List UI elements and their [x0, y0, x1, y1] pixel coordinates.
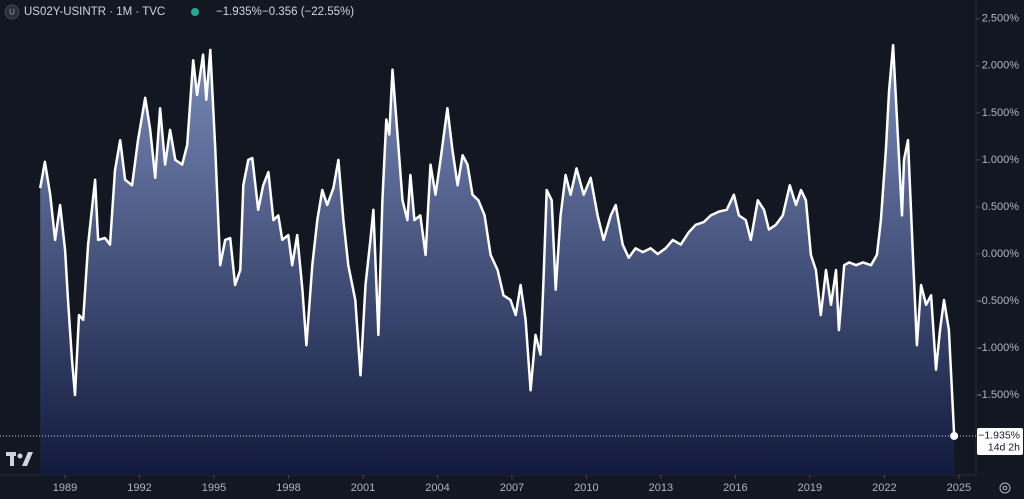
price-tag-value: −1.935%	[978, 430, 1020, 442]
symbol-title[interactable]: US02Y-USINTR · 1M · TVC	[24, 6, 165, 18]
market-status[interactable]	[191, 8, 199, 16]
y-tick-label: 1.500%	[982, 107, 1020, 119]
symbol-icon[interactable]	[4, 4, 20, 20]
line	[38, 43, 956, 437]
price-tag	[977, 427, 1023, 455]
x-tick-label: 2022	[872, 482, 896, 494]
x-tick-label: 1995	[202, 482, 226, 494]
x-tick-label: 2010	[574, 482, 598, 494]
x-tick-label: 1998	[276, 482, 300, 494]
logo-part	[17, 453, 23, 459]
area-fill	[40, 45, 955, 475]
y-tick-label: -1.000%	[978, 342, 1019, 354]
y-tick-label: 1.000%	[982, 154, 1020, 166]
x-tick-label: 2001	[351, 482, 375, 494]
plot-area	[38, 43, 956, 475]
x-tick-label: 2016	[723, 482, 747, 494]
last-point	[950, 431, 959, 440]
price-tag-countdown: 14d 2h	[988, 442, 1020, 454]
x-tick-label: 2025	[947, 482, 971, 494]
x-tick-label: 2004	[425, 482, 449, 494]
tradingview-logo[interactable]	[6, 452, 33, 466]
last-price: −1.935%	[216, 6, 262, 18]
logo-part	[10, 452, 14, 466]
y-tick-label: -1.500%	[978, 389, 1019, 401]
x-tick-label: 2007	[500, 482, 524, 494]
settings-button[interactable]	[999, 482, 1011, 494]
logo-part	[22, 452, 33, 466]
x-tick-label: 1992	[127, 482, 151, 494]
symbol-icon-letter: U	[9, 8, 15, 17]
y-tick-label: -0.500%	[978, 295, 1019, 307]
x-tick-label: 2013	[649, 482, 673, 494]
x-tick-label: 2019	[798, 482, 822, 494]
y-tick-label: 0.500%	[982, 201, 1020, 213]
y-tick-label: 2.000%	[982, 60, 1020, 72]
y-tick-label: 0.000%	[982, 248, 1020, 260]
x-tick-label: 1989	[53, 482, 77, 494]
settings-button-center	[1002, 485, 1008, 491]
y-tick-label: 2.500%	[982, 13, 1020, 25]
price-change: −0.356 (−22.55%)	[262, 6, 354, 18]
